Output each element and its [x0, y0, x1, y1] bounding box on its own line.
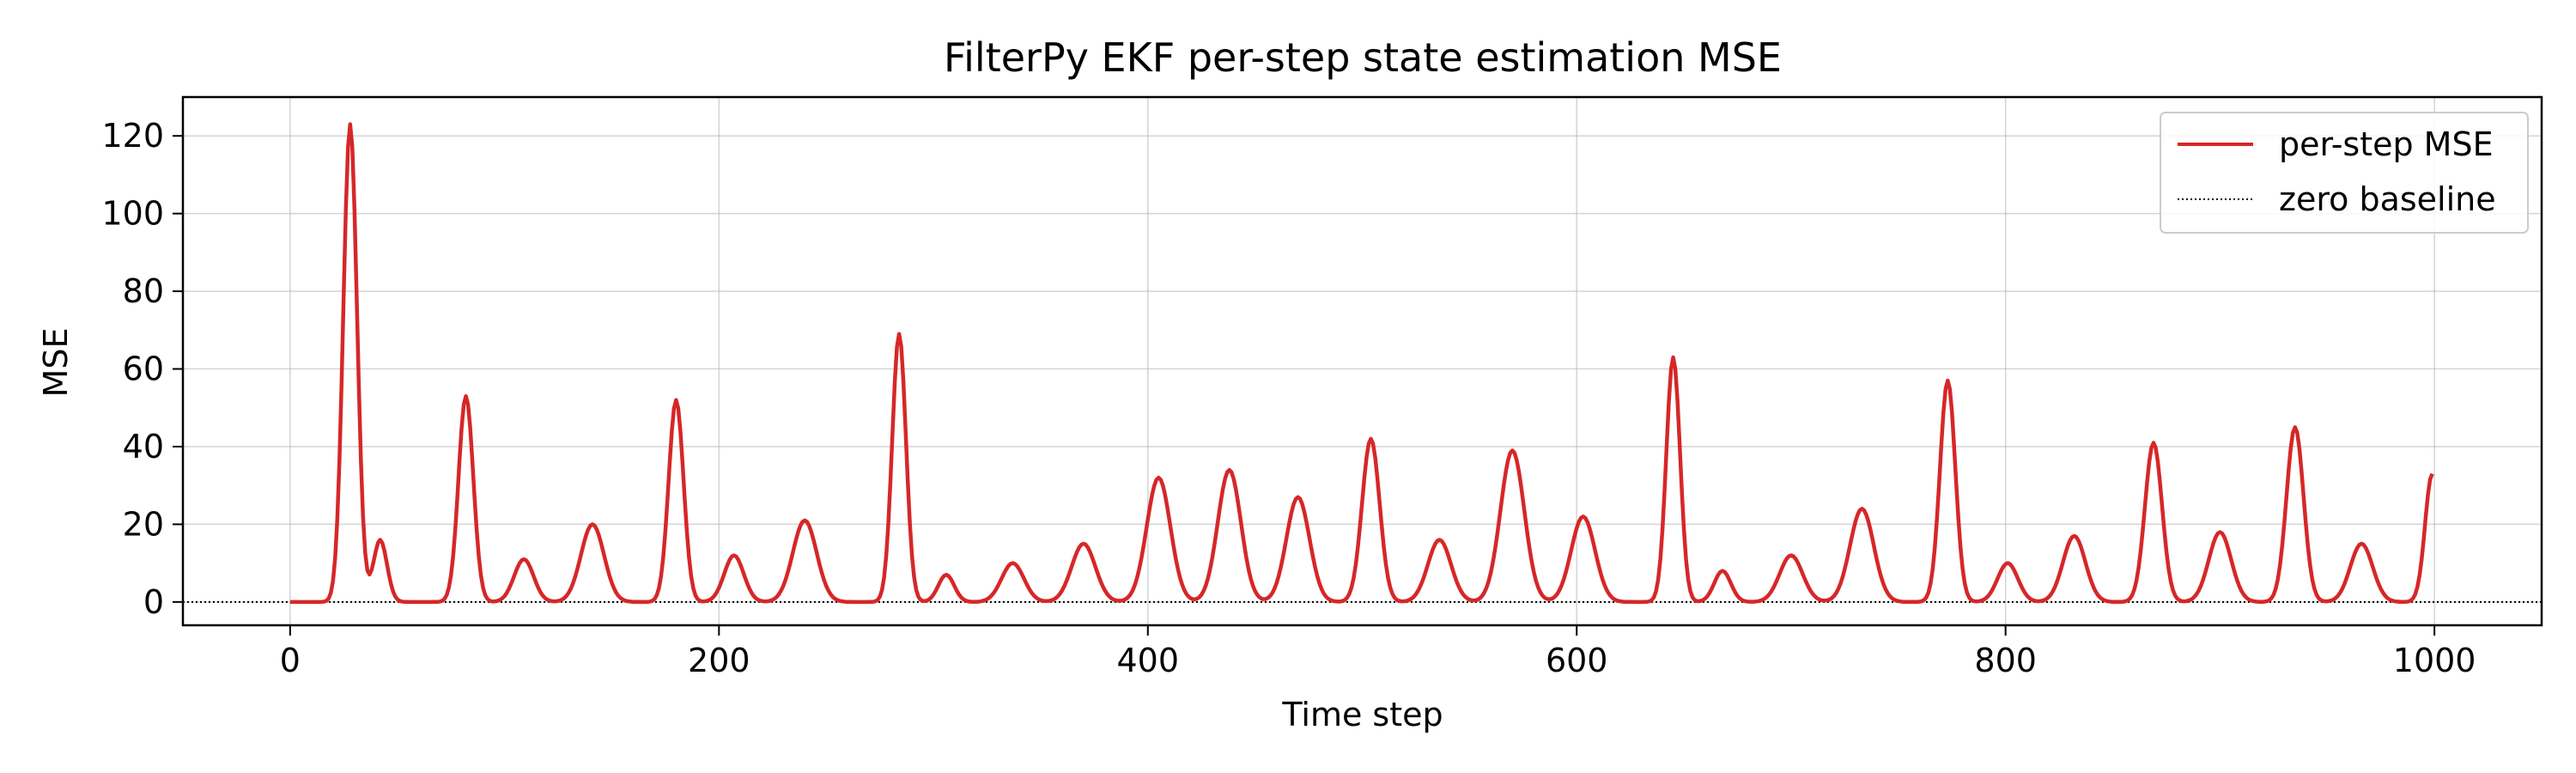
- legend-label-mse: per-step MSE: [2279, 125, 2494, 163]
- plot-lines: [183, 122, 2542, 605]
- y-axis-label: MSE: [37, 328, 75, 398]
- y-axis: 0 20 40 60 80 100 120: [101, 117, 183, 621]
- grid: [183, 97, 2542, 625]
- y-tick-label: 120: [101, 117, 164, 155]
- y-tick-label: 0: [143, 583, 164, 621]
- y-tick-label: 100: [101, 195, 164, 233]
- y-tick-label: 80: [123, 272, 164, 310]
- y-tick-label: 20: [123, 505, 164, 543]
- y-tick-label: 60: [123, 350, 164, 388]
- y-tick-label: 40: [123, 428, 164, 466]
- legend-label-baseline: zero baseline: [2279, 180, 2496, 218]
- x-tick-label: 600: [1546, 642, 1608, 679]
- x-tick-label: 800: [1974, 642, 2037, 679]
- chart-title: FilterPy EKF per-step state estimation M…: [944, 34, 1782, 81]
- x-tick-label: 0: [280, 642, 301, 679]
- x-tick-label: 200: [688, 642, 750, 679]
- plot-frame: [181, 95, 2543, 627]
- x-tick-label: 400: [1117, 642, 1180, 679]
- series-per-step-mse: [289, 122, 2434, 605]
- x-axis: 0 200 400 600 800 1000: [280, 625, 2476, 679]
- legend: per-step MSE zero baseline: [2160, 112, 2529, 234]
- x-tick-label: 1000: [2393, 642, 2476, 679]
- x-axis-label: Time step: [1281, 696, 1443, 733]
